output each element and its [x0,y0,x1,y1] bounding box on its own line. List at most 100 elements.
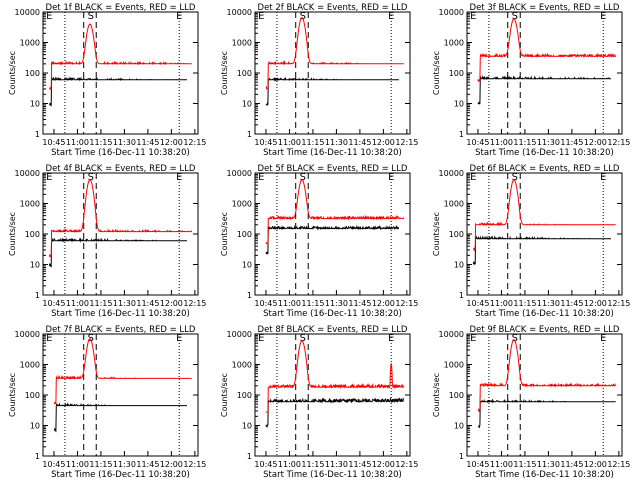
x-tick-label: 11:30 [325,138,348,147]
y-axis-label: Counts/sec [432,51,441,95]
x-tick-label: 12:15 [607,299,630,308]
y-tick-label: 10000 [15,8,40,17]
x-tick-label: 11:00 [278,460,301,469]
y-tick-label: 10000 [15,330,40,339]
y-tick-label: 1000 [20,39,40,48]
y-tick-label: 10 [30,422,40,431]
marker-label: S [88,172,94,183]
y-tick-label: 1 [247,130,252,139]
y-tick-label: 1 [35,452,40,461]
y-tick-label: 1000 [232,361,252,370]
lld-series-line [477,18,616,82]
x-tick-label: 11:30 [325,299,348,308]
y-tick-label: 10000 [439,8,464,17]
panel-title: Det 5f BLACK = Events, RED = LLD [258,164,408,174]
plot-frame [254,333,411,457]
marker-label: E [600,172,606,183]
detector-panel-4: E S E 1 10 100 1000 10000 10:45 11:00 11:15 11:30 11… [8,164,206,319]
y-tick-label: 100 [237,230,252,239]
y-tick-label: 1 [459,291,464,300]
x-tick-label: 11:45 [348,138,371,147]
marker-label: E [470,333,476,344]
y-tick-label: 10000 [227,169,252,178]
x-tick-label: 11:45 [560,299,583,308]
y-tick-label: 10 [30,100,40,109]
x-tick-label: 12:00 [160,460,183,469]
y-axis-label: Counts/sec [220,212,229,256]
y-tick-label: 100 [25,69,40,78]
y-tick-label: 10 [454,261,464,270]
x-tick-label: 12:15 [607,138,630,147]
y-tick-label: 1000 [232,39,252,48]
x-tick-label: 11:15 [89,299,112,308]
events-series-line [472,235,611,266]
x-tick-label: 10:45 [254,138,277,147]
y-tick-label: 100 [449,69,464,78]
y-tick-label: 1000 [444,39,464,48]
events-series-line [265,76,399,106]
y-tick-label: 10000 [439,169,464,178]
x-tick-label: 10:45 [42,299,65,308]
marker-label: E [176,172,182,183]
plot-frame [42,11,199,135]
marker-label: E [388,11,394,22]
x-tick-label: 11:00 [66,460,89,469]
events-series-line [477,398,616,429]
x-tick-label: 10:45 [42,460,65,469]
x-tick-label: 11:30 [537,138,560,147]
detector-panel-7: E S E 1 10 100 1000 10000 10:45 11:00 11:15 11:30 11… [8,325,206,480]
detector-panel-3: E S E 1 10 100 1000 10000 10:45 11:00 11:15 11:30 11… [432,3,630,158]
marker-label: S [512,11,518,22]
y-tick-label: 1 [247,452,252,461]
detector-panel-9: E S E 1 10 100 1000 10000 10:45 11:00 11:15 11:30 11… [432,325,630,480]
x-tick-label: 10:45 [466,299,489,308]
panel-title: Det 2f BLACK = Events, RED = LLD [258,3,408,13]
y-tick-label: 10 [242,100,252,109]
x-tick-label: 11:30 [537,299,560,308]
x-tick-label: 11:45 [348,299,371,308]
marker-label: E [258,172,264,183]
marker-label: S [300,172,306,183]
x-tick-label: 12:15 [183,299,206,308]
x-tick-label: 10:45 [42,138,65,147]
y-tick-label: 1 [459,452,464,461]
x-axis-label: Start Time (16-Dec-11 10:38:20) [51,148,190,158]
x-tick-label: 11:45 [560,460,583,469]
x-tick-label: 11:45 [560,138,583,147]
marker-label: S [300,11,306,22]
events-series-line [265,397,404,428]
marker-label: E [258,11,264,22]
x-axis-label: Start Time (16-Dec-11 10:38:20) [51,309,190,319]
x-tick-label: 11:15 [513,138,536,147]
x-axis-label: Start Time (16-Dec-11 10:38:20) [51,470,190,480]
panel-title: Det 9f BLACK = Events, RED = LLD [470,325,620,335]
marker-label: E [388,333,394,344]
x-tick-label: 12:00 [584,460,607,469]
y-tick-label: 100 [449,230,464,239]
y-tick-label: 10000 [227,8,252,17]
x-axis-label: Start Time (16-Dec-11 10:38:20) [263,470,402,480]
x-axis-label: Start Time (16-Dec-11 10:38:20) [475,470,614,480]
detector-panel-2: E S E 1 10 100 1000 10000 10:45 11:00 11:15 11:30 11… [220,3,418,158]
x-tick-label: 12:15 [607,460,630,469]
x-tick-label: 11:30 [113,138,136,147]
x-tick-label: 11:45 [136,138,159,147]
x-tick-label: 11:00 [278,138,301,147]
lld-series-line [472,179,616,252]
y-tick-label: 100 [25,230,40,239]
x-tick-label: 12:00 [584,299,607,308]
x-tick-label: 11:30 [113,299,136,308]
events-series-line [49,76,187,107]
x-tick-label: 11:00 [490,138,513,147]
y-axis-label: Counts/sec [220,373,229,417]
panel-title: Det 3f BLACK = Events, RED = LLD [470,3,620,13]
marker-label: E [46,172,52,183]
detector-panel-1: E S E 1 10 100 1000 10000 10:45 11:00 11:15 11:30 11… [8,3,206,158]
y-tick-label: 10 [454,100,464,109]
plot-frame [466,333,623,457]
y-tick-label: 10 [30,261,40,270]
panel-title: Det 8f BLACK = Events, RED = LLD [258,325,408,335]
x-tick-label: 10:45 [254,460,277,469]
x-tick-label: 11:30 [113,460,136,469]
